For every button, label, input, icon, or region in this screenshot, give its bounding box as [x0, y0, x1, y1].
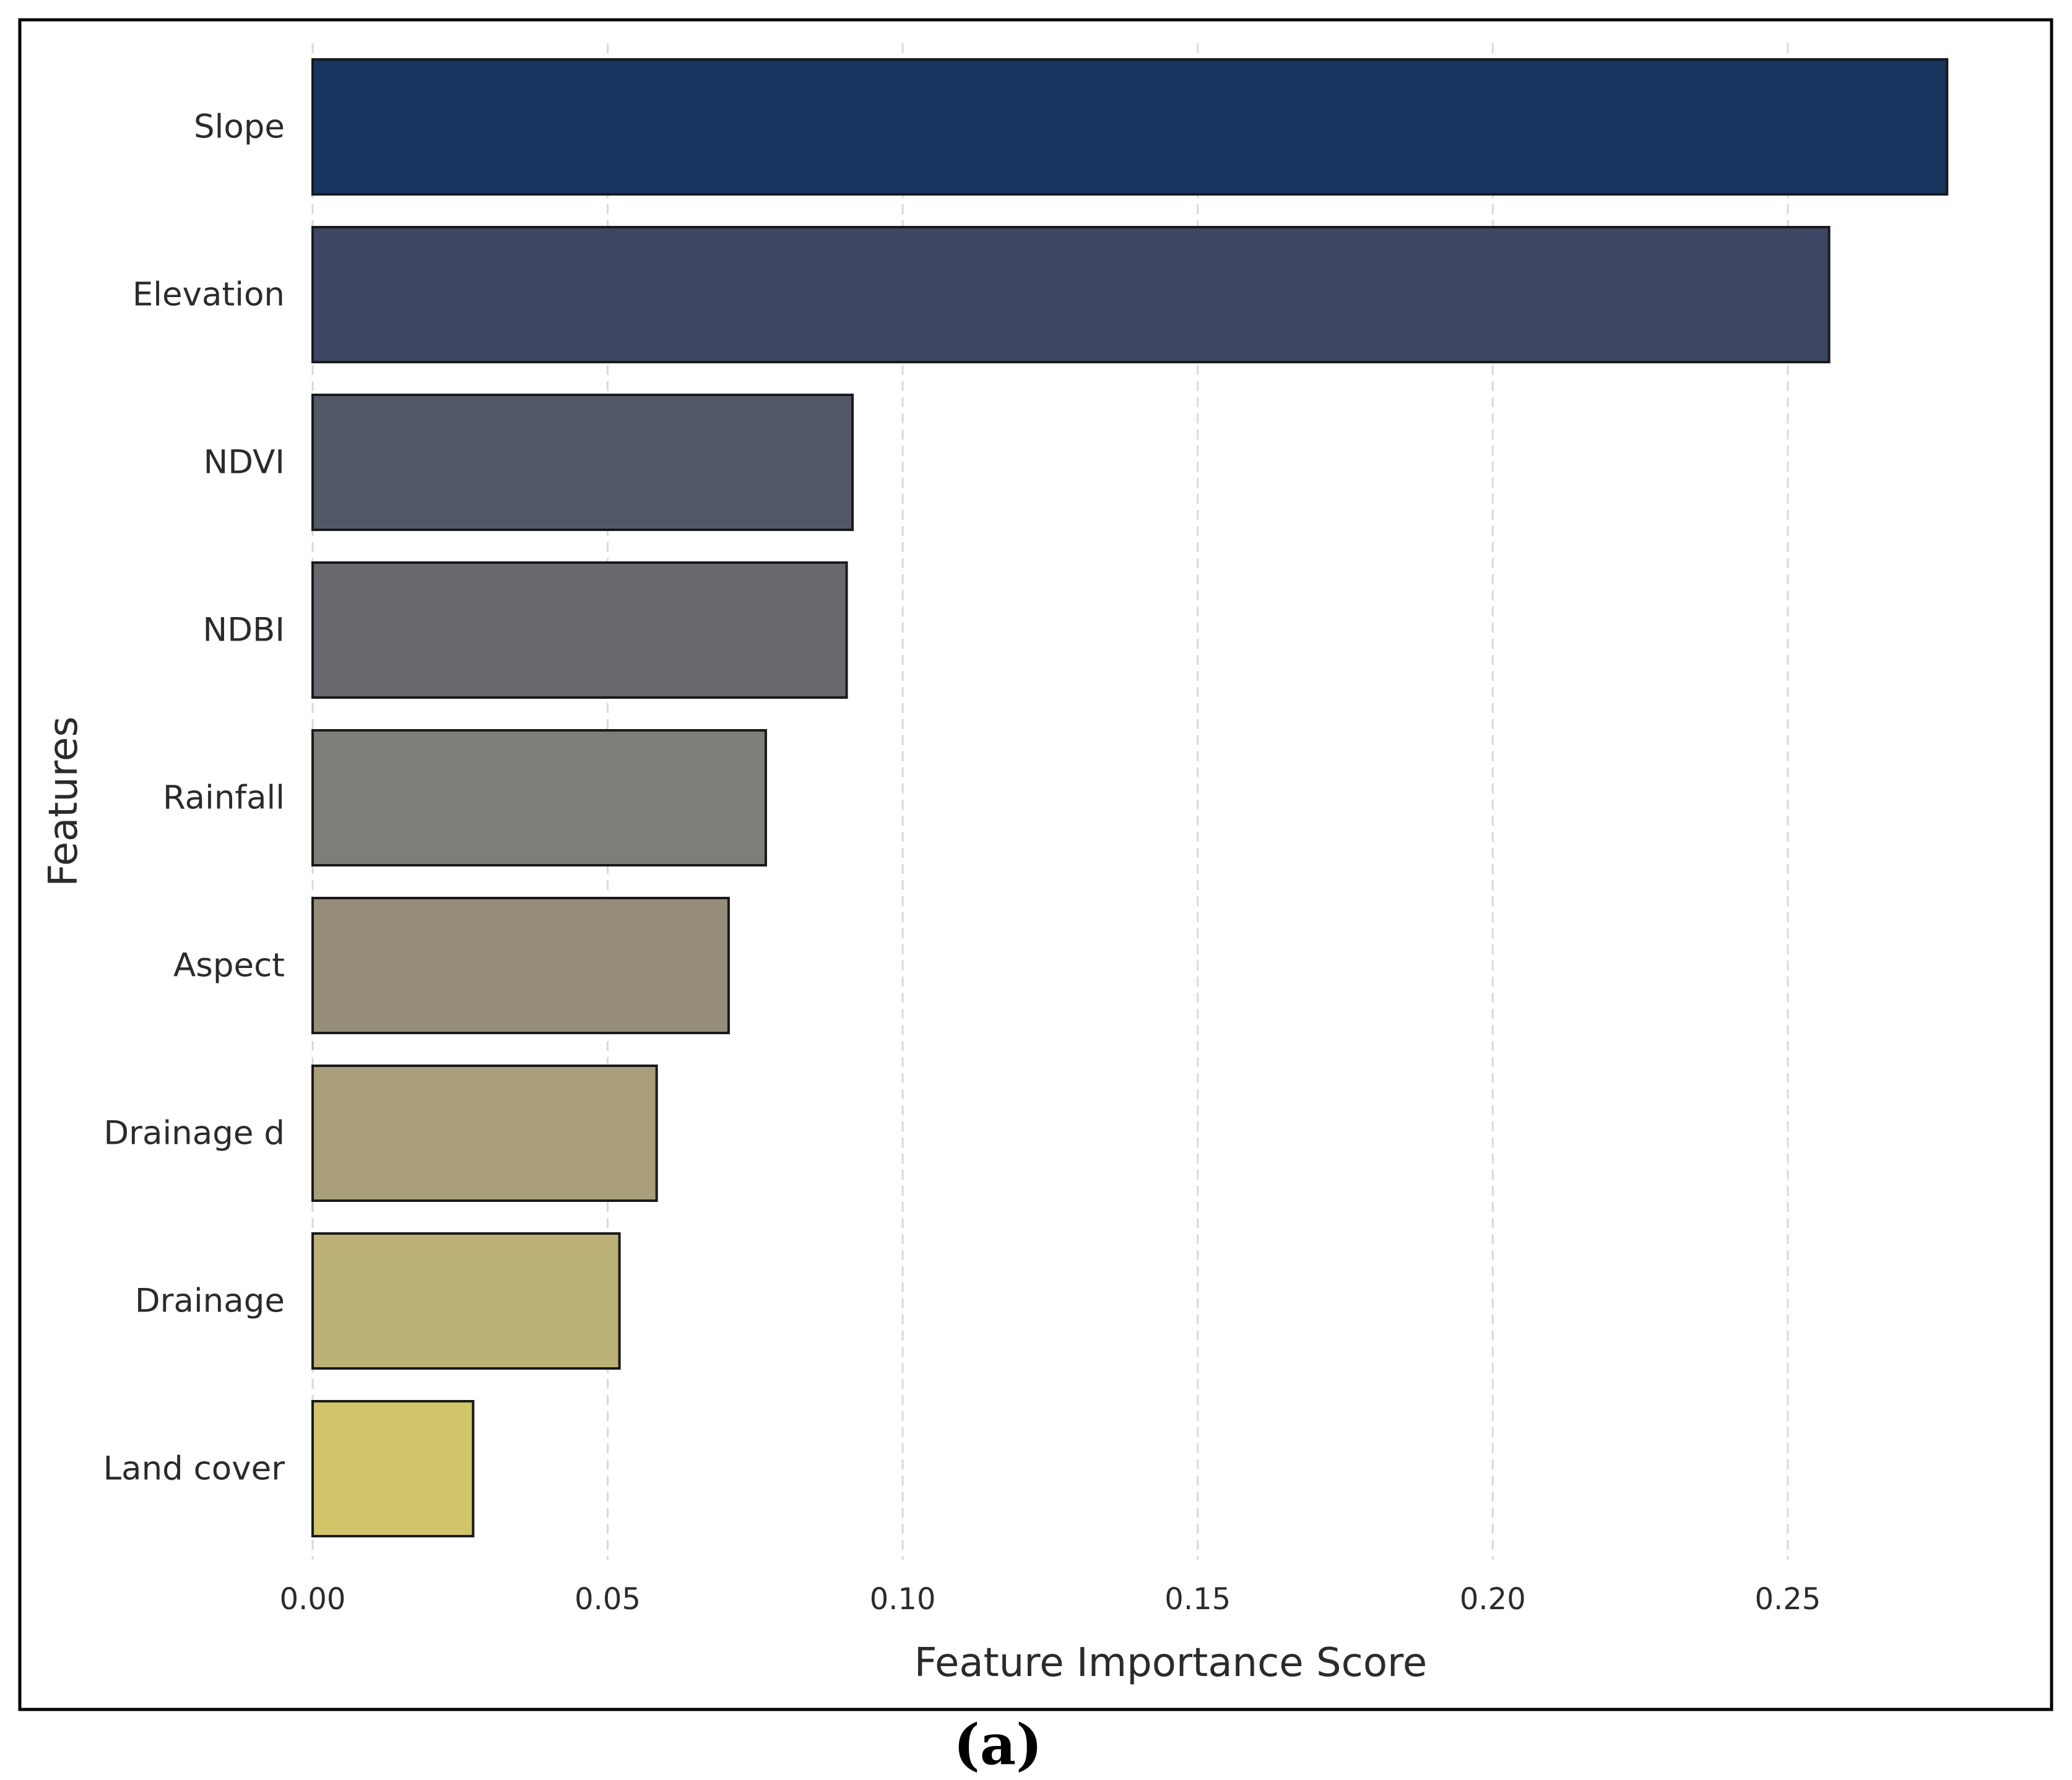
bar-drainage [311, 1232, 621, 1370]
bar-land-cover [311, 1400, 475, 1537]
y-tick-label: Drainage [135, 1282, 285, 1320]
x-tick-label: 0.00 [280, 1582, 346, 1617]
y-tick-label: NDVI [204, 444, 285, 482]
x-tick-label: 0.15 [1164, 1582, 1231, 1617]
x-tick-label: 0.10 [870, 1582, 936, 1617]
x-tick-label: 0.25 [1754, 1582, 1821, 1617]
y-tick-label: NDBI [203, 611, 285, 649]
bars [311, 58, 1949, 1537]
bar-slope [311, 58, 1949, 196]
y-tick-label: Aspect [173, 947, 285, 985]
x-tick-label: 0.05 [574, 1582, 641, 1617]
y-axis-title: Features [41, 716, 87, 886]
bar-ndvi [311, 394, 854, 531]
y-tick-label: Slope [194, 108, 285, 146]
bar-elevation [311, 226, 1831, 363]
bar-aspect [311, 897, 730, 1034]
bar-drainage-d [311, 1065, 658, 1202]
x-axis-title: Feature Importance Score [914, 1640, 1428, 1686]
panel-label: (a) [953, 1712, 1042, 1778]
x-tick-label: 0.20 [1460, 1582, 1526, 1617]
x-tick-labels: 0.00 0.05 0.10 0.15 0.20 0.25 [280, 1582, 1821, 1617]
y-tick-label: Land cover [103, 1450, 285, 1488]
bar-rainfall [311, 729, 768, 866]
category-labels: Slope Elevation NDVI NDBI Rainfall Aspect Drai… [103, 108, 285, 1488]
y-tick-label: Drainage d [103, 1115, 285, 1152]
bar-ndbi [311, 561, 848, 699]
y-tick-label: Rainfall [163, 779, 285, 817]
y-tick-label: Elevation [132, 276, 285, 314]
